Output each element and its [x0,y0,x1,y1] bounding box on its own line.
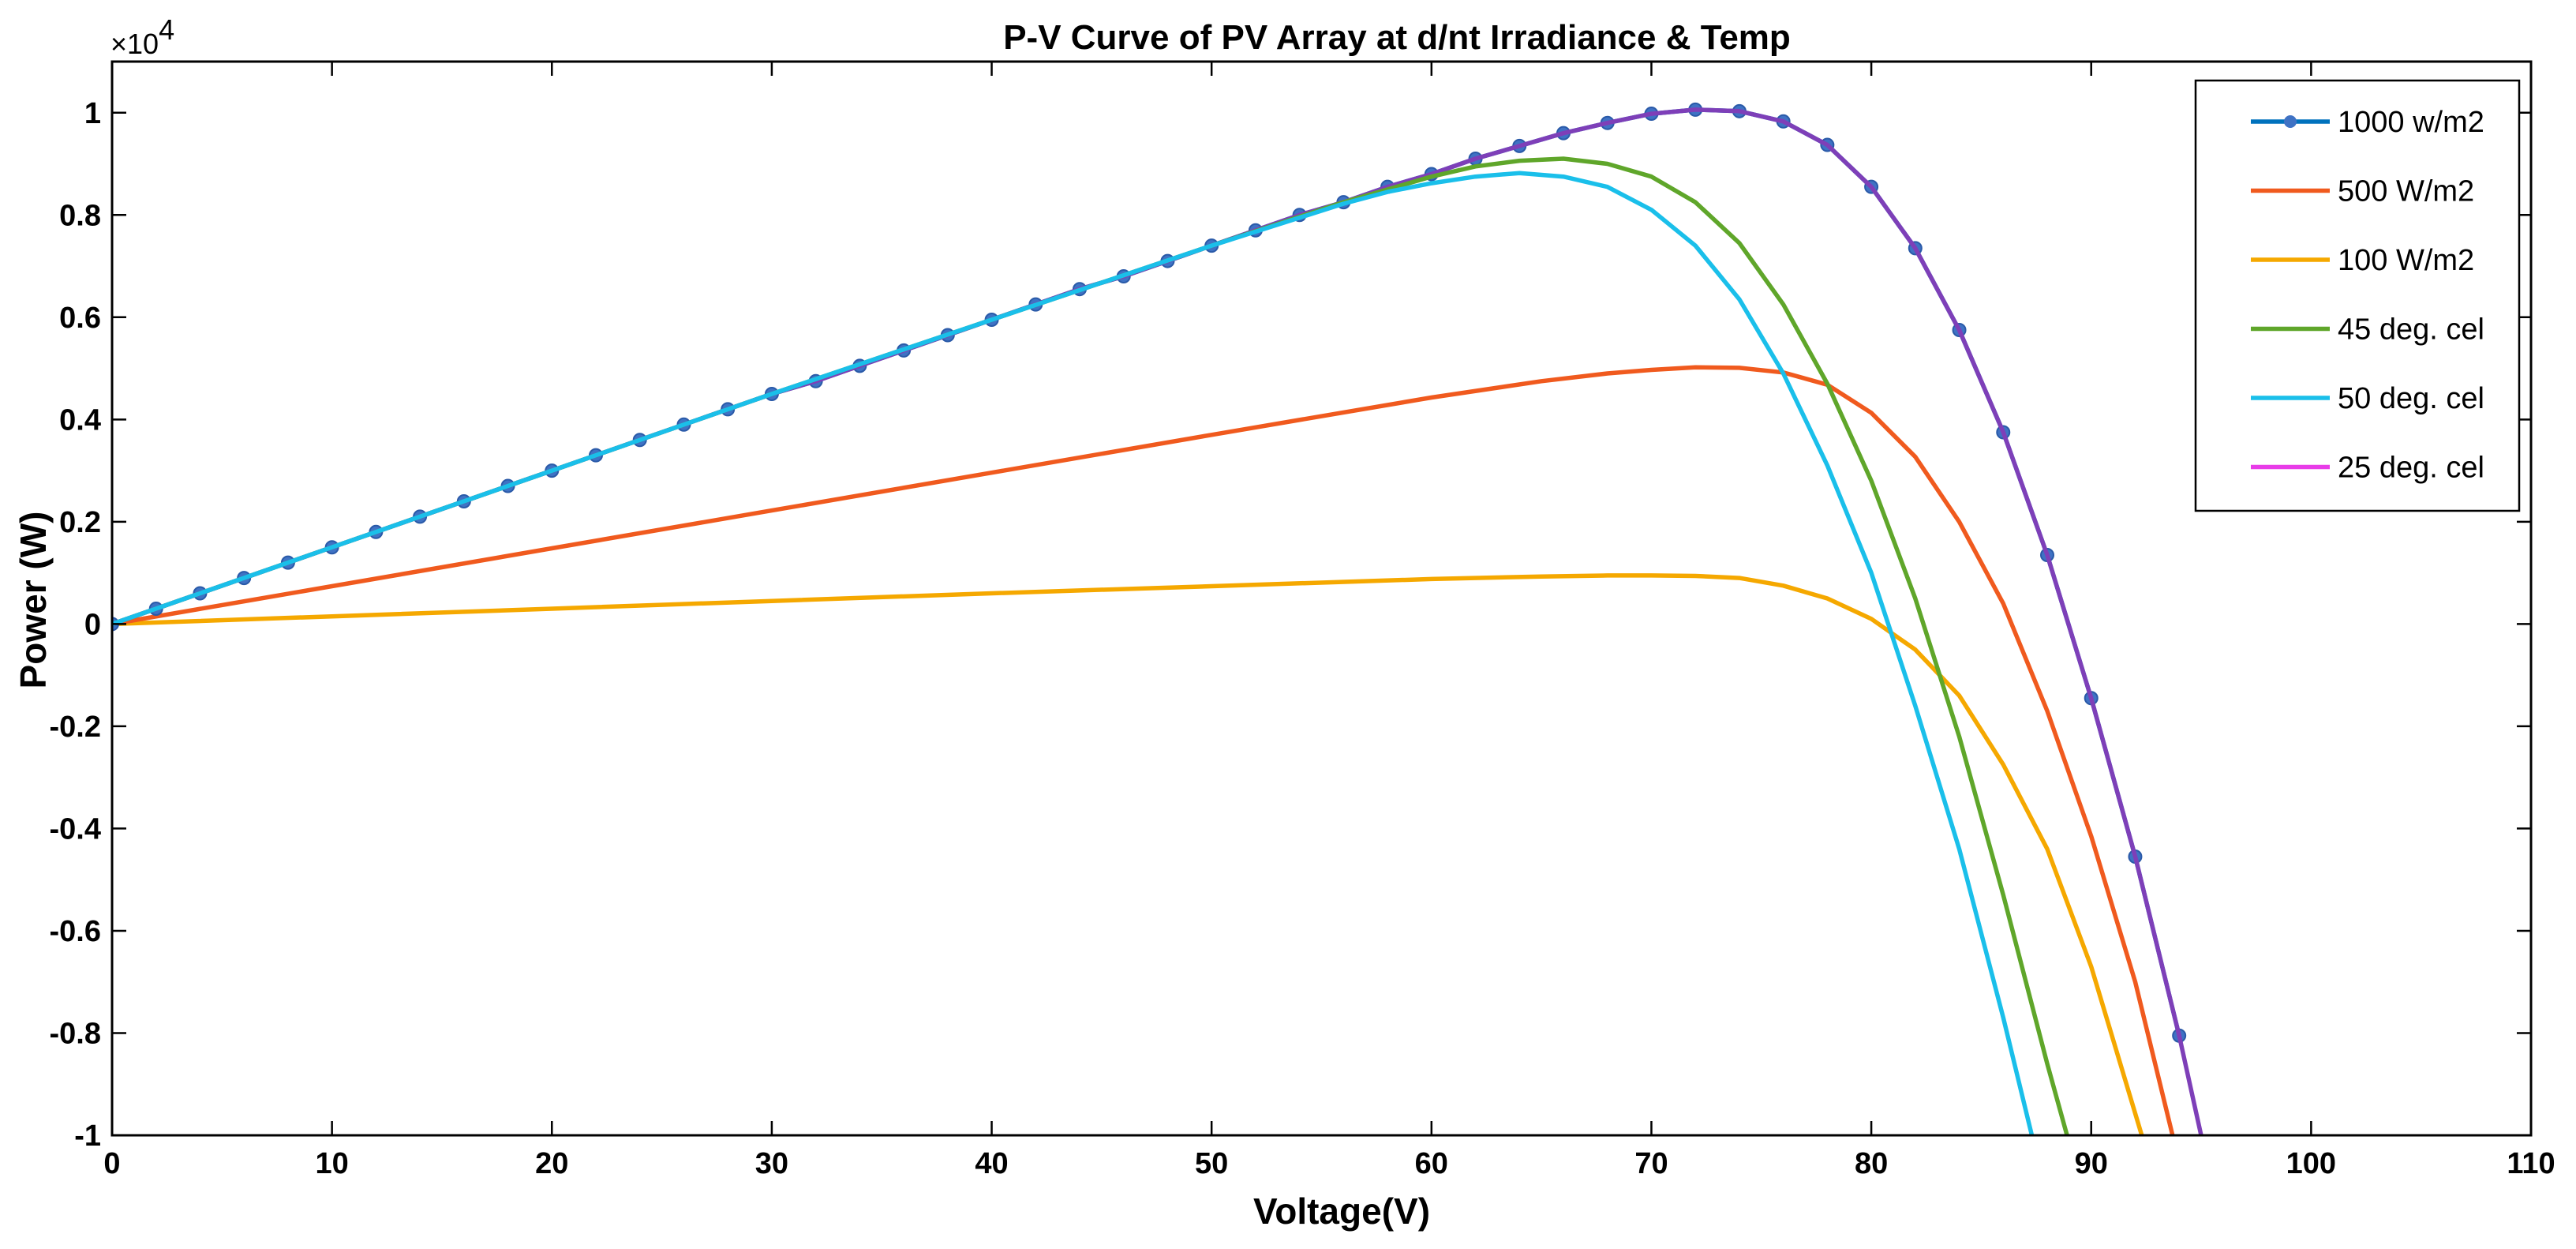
y-tick-label: -1 [74,1120,101,1153]
legend-label: 500 W/m2 [2338,175,2474,208]
x-tick-label: 100 [2286,1147,2336,1180]
legend-item: 500 W/m2 [2251,175,2474,208]
y-tick-label: 0 [84,608,101,641]
x-tick-label: 110 [2507,1147,2555,1180]
y-tick-label: -0.4 [50,812,101,846]
series-layer [112,102,2203,1135]
y-axis-exponent: ×104 [110,13,174,60]
legend-item: 1000 w/m2 [2251,106,2484,139]
legend-label: 1000 w/m2 [2338,106,2484,139]
legend-label: 100 W/m2 [2338,244,2474,277]
x-tick-label: 0 [103,1147,120,1180]
series-line [112,573,2144,1135]
legend-label: 25 deg. cel [2338,452,2484,485]
x-axis-ticks: 0 10 20 30 40 50 60 70 80 90 100 110 [103,62,2555,1180]
x-tick-label: 20 [535,1147,568,1180]
y-tick-label: 0.4 [59,403,101,437]
y-axis-title: Power (W) [13,512,54,689]
y-exponent-power: 4 [159,13,174,46]
y-tick-label: 0.2 [59,506,101,539]
y-tick-label: 0.8 [59,199,101,232]
legend-label: 50 deg. cel [2338,382,2484,415]
series-line [112,171,2035,1135]
legend-item: 100 W/m2 [2251,244,2474,277]
x-tick-label: 10 [315,1147,348,1180]
legend-marker [2284,115,2297,128]
y-axis-ticks: 1 0.8 0.6 0.4 0.2 0 -0.2 -0.4 -0.6 -0.8 -1 [50,97,2531,1153]
x-tick-label: 70 [1634,1147,1668,1180]
plot-area: 0 10 20 30 40 50 60 70 80 90 100 110 10.80.60.40.20… [50,60,2555,1180]
plot-background [112,62,2531,1135]
x-tick-label: 50 [1195,1147,1228,1180]
legend-label: 45 deg. cel [2338,313,2484,347]
legend-box [2194,79,2521,512]
x-tick-label: 60 [1415,1147,1448,1180]
y-tick-label: -0.6 [50,915,101,948]
series-1 [112,365,2175,1135]
y-tick-label: 1 [84,97,101,130]
legend-item: 50 deg. cel [2251,382,2484,415]
y-tick-label: 0.6 [59,302,101,335]
legend-item: 45 deg. cel [2251,313,2484,347]
x-tick-label: 80 [1855,1147,1888,1180]
x-axis-title: Voltage(V) [1253,1191,1430,1232]
y-tick-label: -0.8 [50,1017,101,1050]
x-tick-label: 90 [2075,1147,2108,1180]
series-4 [112,171,2035,1135]
x-tick-label: 30 [755,1147,788,1180]
plot-frame [110,60,2533,1137]
y-tick-label: -0.2 [50,711,101,744]
y-exponent-base: ×10 [110,28,159,60]
series-line [112,365,2175,1135]
chart-title: P-V Curve of PV Array at d/nt Irradiance… [1003,18,1791,57]
legend-item: 25 deg. cel [2251,452,2484,485]
series-2 [112,573,2144,1135]
x-tick-label: 40 [975,1147,1008,1180]
legend: 1000 w/m2 500 W/m2 100 W/m2 45 deg. cel 50 d… [2194,79,2521,512]
